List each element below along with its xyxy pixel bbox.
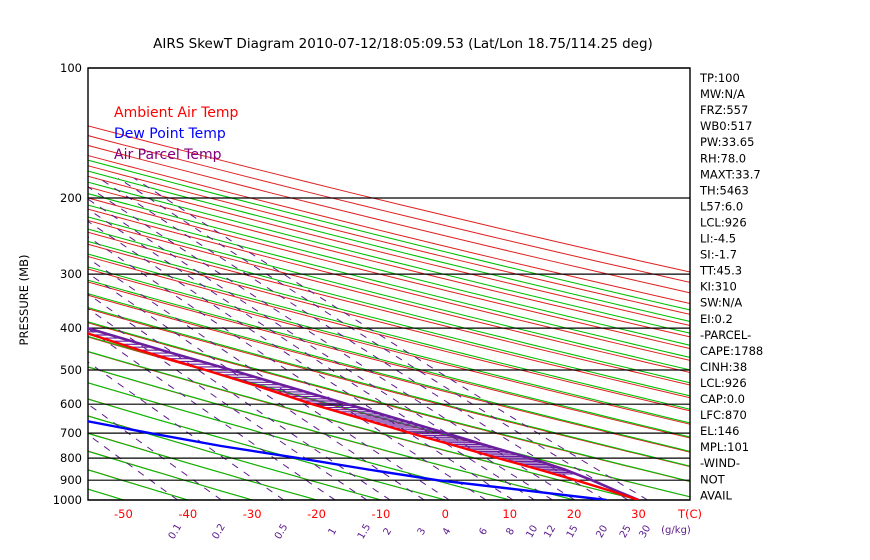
svg-text:500: 500 [60, 363, 82, 377]
parameter-5: RH:78.0 [700, 151, 746, 165]
parameter-0: TP:100 [699, 71, 740, 85]
parameter-18: CINH:38 [700, 360, 747, 374]
parameter-9: LCL:926 [700, 215, 747, 229]
parameter-4: PW:33.65 [700, 135, 754, 149]
svg-text:T(C): T(C) [677, 507, 702, 521]
parameter-19: LCL:926 [700, 376, 747, 390]
parameter-7: TH:5463 [699, 183, 749, 197]
svg-text:10: 10 [524, 523, 540, 540]
parameter-22: EL:146 [700, 424, 740, 438]
legend-item-1: Dew Point Temp [114, 126, 226, 142]
svg-text:1: 1 [327, 526, 340, 537]
svg-text:20: 20 [594, 523, 610, 540]
plot-border [87, 67, 691, 501]
ambient-temp-curve [88, 332, 639, 500]
svg-text:700: 700 [60, 426, 82, 440]
mixing-ratio-axis: 0.1 0.2 0.5 1 1.5 2 3 4 6 8 10 12 15 20 25 30 (g/kg) [167, 522, 691, 541]
chart-title: AIRS SkewT Diagram 2010-07-12/18:05:09.5… [153, 36, 653, 52]
svg-text:-40: -40 [178, 507, 197, 521]
parameter-23: MPL:101 [700, 440, 749, 454]
dewpoint-temp-curve [88, 420, 607, 500]
svg-text:200: 200 [60, 191, 82, 205]
svg-text:-10: -10 [372, 507, 391, 521]
svg-text:6: 6 [477, 526, 490, 537]
svg-text:0: 0 [442, 507, 449, 521]
svg-text:0.1: 0.1 [167, 522, 184, 541]
svg-text:20: 20 [567, 507, 582, 521]
parameter-10: LI:-4.5 [700, 232, 736, 246]
parcel-temp-curve [88, 326, 640, 500]
svg-text:30: 30 [637, 523, 653, 540]
parameter-1: MW:N/A [700, 87, 745, 101]
parameter-24: -WIND- [700, 456, 740, 470]
svg-text:400: 400 [60, 321, 82, 335]
svg-text:2: 2 [382, 526, 395, 537]
parameter-26: AVAIL [700, 488, 733, 502]
svg-text:300: 300 [60, 267, 82, 281]
parameter-16: -PARCEL- [700, 328, 751, 342]
svg-text:10: 10 [502, 507, 517, 521]
parameter-2: FRZ:557 [700, 103, 748, 117]
parameter-11: SI:-1.7 [700, 248, 737, 262]
legend-item-0: Ambient Air Temp [114, 105, 239, 121]
parameter-3: WB0:517 [700, 119, 752, 133]
svg-text:1.5: 1.5 [356, 522, 373, 541]
svg-text:100: 100 [60, 61, 82, 75]
svg-text:900: 900 [60, 473, 82, 487]
svg-text:(g/kg): (g/kg) [661, 525, 691, 536]
parameter-25: NOT [700, 472, 726, 486]
mixing-ratio-lines [88, 177, 648, 500]
legend: Ambient Air Temp Dew Point Temp Air Parcel… [114, 105, 239, 163]
svg-text:600: 600 [60, 397, 82, 411]
svg-text:8: 8 [504, 526, 517, 537]
parameter-21: LFC:870 [700, 408, 747, 422]
parameter-6: MAXT:33.7 [700, 167, 761, 181]
svg-text:-30: -30 [243, 507, 262, 521]
svg-text:PRESSURE (MB): PRESSURE (MB) [17, 255, 31, 346]
legend-item-2: Air Parcel Temp [114, 147, 222, 163]
parameter-20: CAP:0.0 [700, 392, 745, 406]
svg-text:800: 800 [60, 451, 82, 465]
parameter-13: KI:310 [700, 280, 737, 294]
svg-text:AIRS SkewT Diagram 2010-07-12/: AIRS SkewT Diagram 2010-07-12/18:05:09.5… [153, 36, 653, 52]
svg-text:30: 30 [631, 507, 646, 521]
svg-text:1000: 1000 [53, 493, 82, 507]
svg-text:12: 12 [542, 523, 558, 540]
moist-adiabats [88, 159, 690, 500]
parameter-8: L57:6.0 [700, 199, 743, 213]
parameter-15: EI:0.2 [700, 312, 733, 326]
parameter-list: TP:100 MW:N/A FRZ:557 WB0:517 PW:33.65 RH:78.… [699, 71, 763, 502]
pressure-axis: 100 200 300 400 500 600 700 800 900 1000 PRESSURE … [17, 61, 82, 507]
svg-text:0.5: 0.5 [273, 522, 290, 541]
plot-frame [87, 67, 691, 501]
svg-text:4: 4 [441, 526, 454, 537]
parameter-14: SW:N/A [700, 296, 742, 310]
bottom-temp-axis: -50 -40 -30 -20 -10 0 10 20 30 T(C) [114, 507, 702, 521]
parameter-17: CAPE:1788 [700, 344, 763, 358]
svg-text:-50: -50 [114, 507, 133, 521]
svg-text:-20: -20 [307, 507, 326, 521]
svg-text:15: 15 [565, 523, 581, 540]
svg-text:3: 3 [416, 526, 429, 537]
svg-text:0.2: 0.2 [210, 522, 227, 541]
svg-text:25: 25 [618, 523, 634, 540]
parameter-12: TT:45.3 [699, 264, 742, 278]
